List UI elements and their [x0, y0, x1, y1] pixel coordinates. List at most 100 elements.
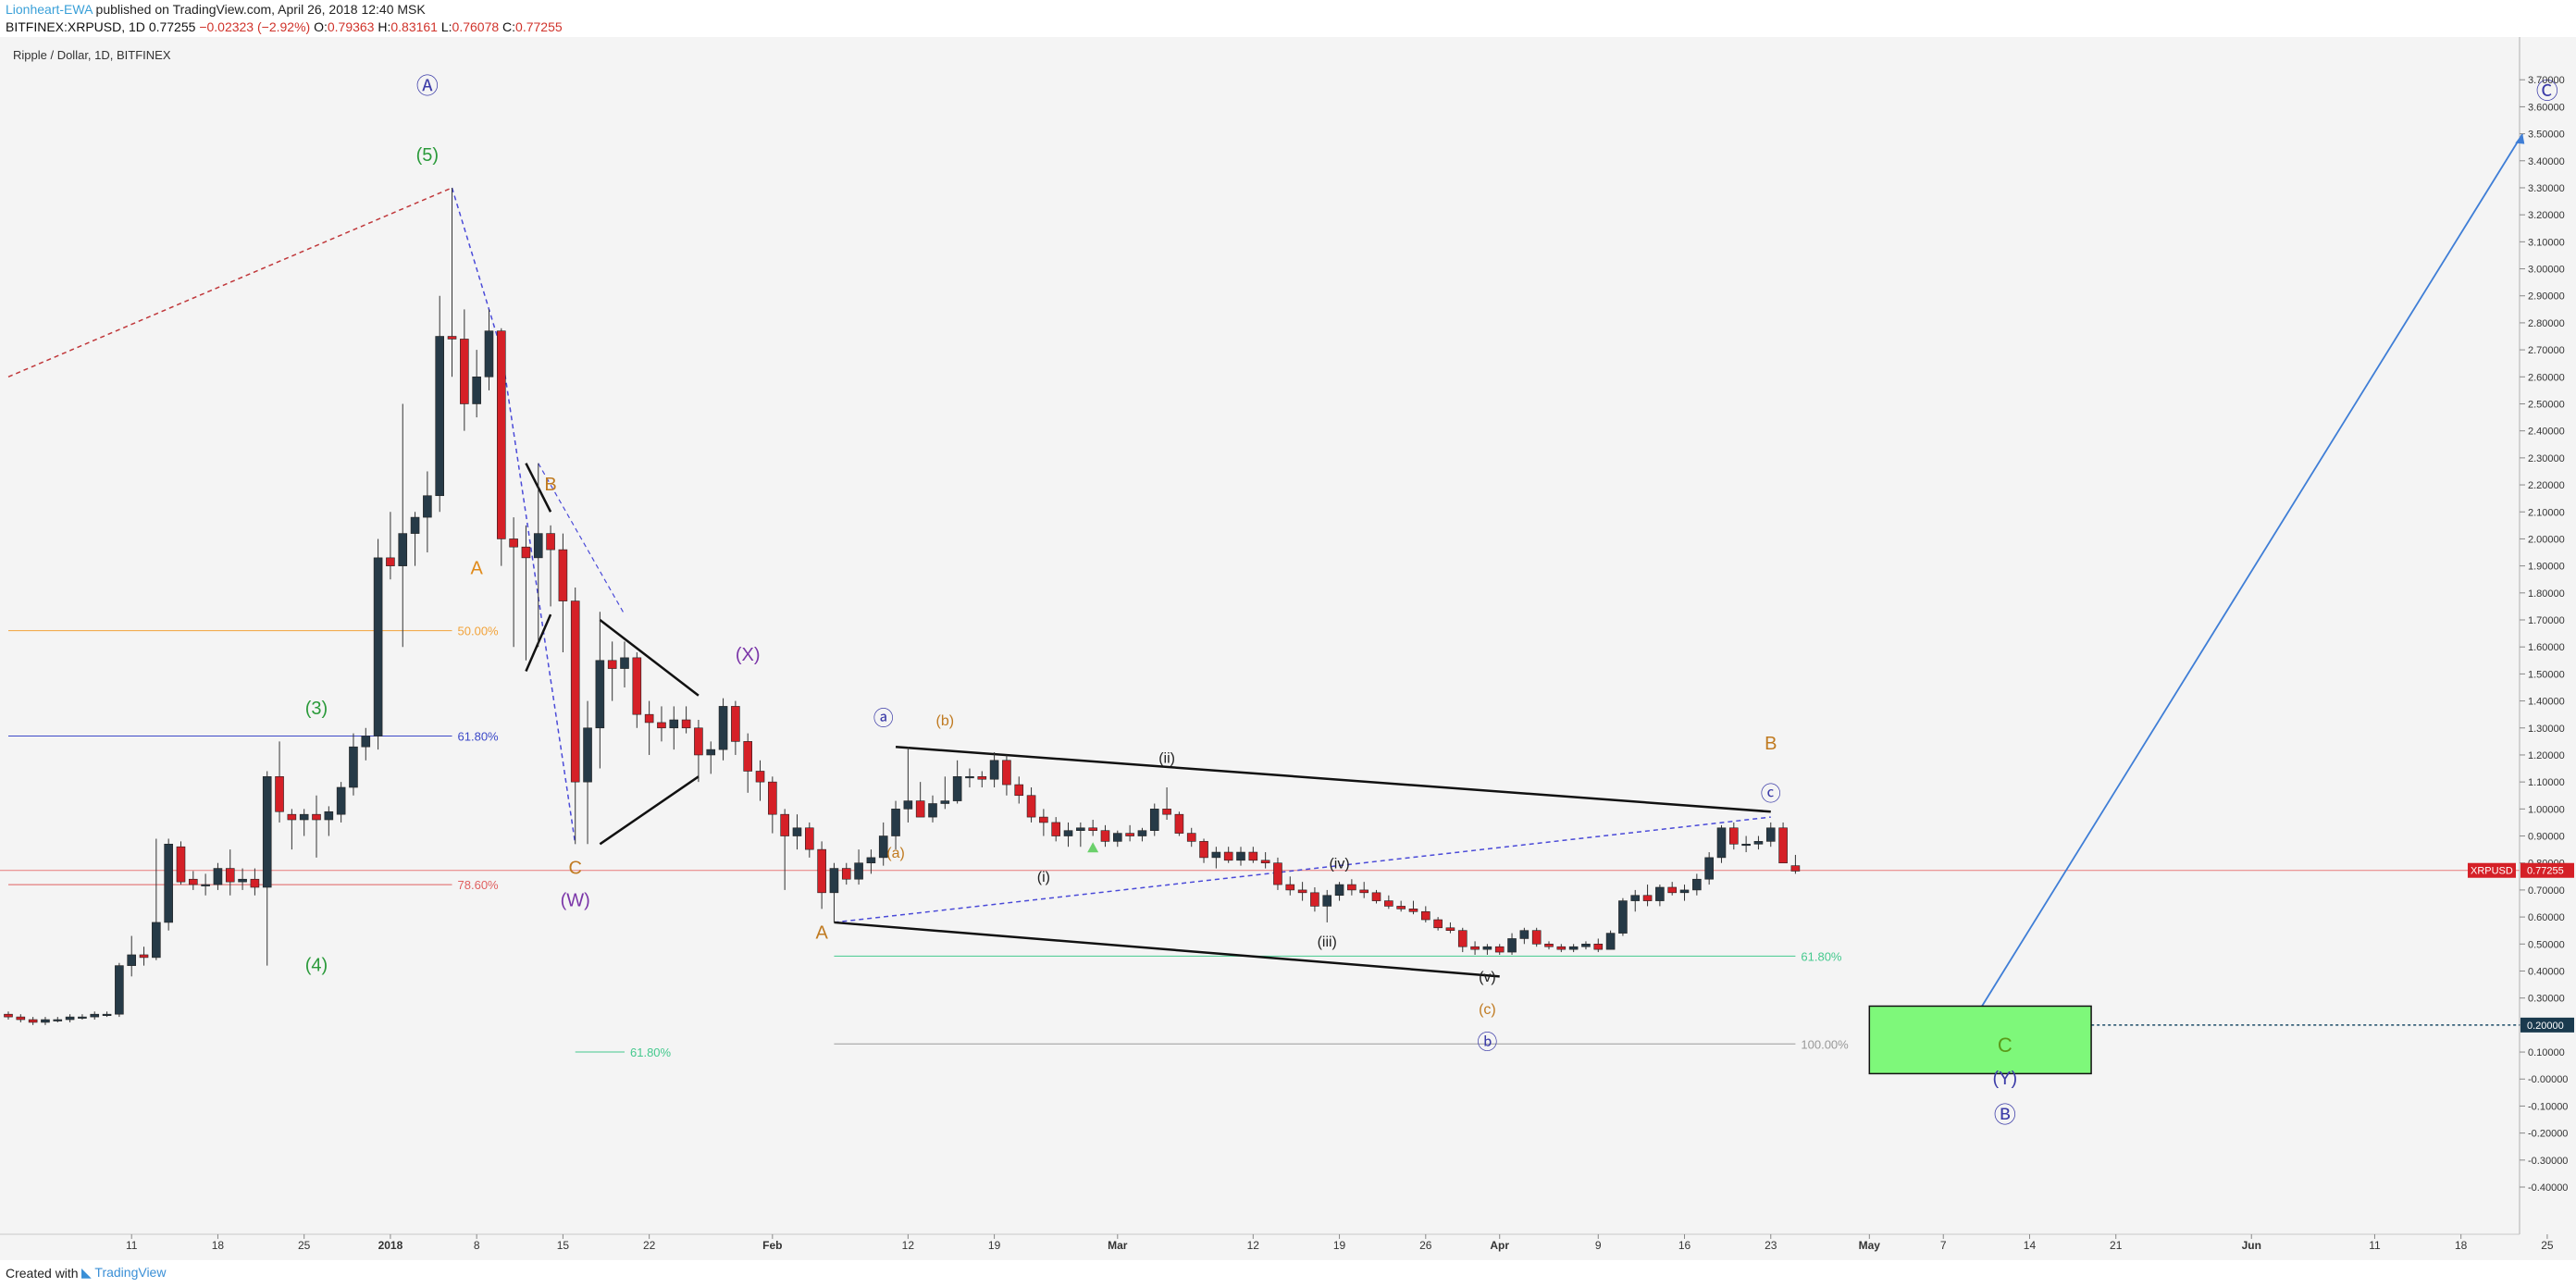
target-price-tag-value: 0.20000: [2527, 1021, 2564, 1032]
candle-body: [817, 848, 826, 894]
candle-body: [460, 339, 469, 404]
price-tick-label: 1.20000: [2528, 750, 2565, 761]
candle-body: [1716, 827, 1727, 859]
candle-body: [447, 336, 457, 340]
candle-body: [115, 965, 124, 1015]
candle-body: [657, 722, 666, 729]
price-tick-label: 2.60000: [2528, 372, 2565, 383]
price-chart[interactable]: Ripple / Dollar, 1D, BITFINEX 50.00% 61.8…: [0, 37, 2576, 1260]
candle-body: [1285, 884, 1295, 891]
candle-body: [1531, 930, 1542, 945]
candle-body: [1174, 813, 1184, 834]
tradingview-logo[interactable]: ◣ TradingView: [81, 1265, 167, 1280]
price-tick-label: 2.00000: [2528, 534, 2565, 545]
wave-label: (3): [305, 699, 328, 719]
candle-body: [1162, 809, 1171, 815]
candle-body: [1704, 857, 1714, 880]
time-tick-label: 25: [2541, 1239, 2554, 1252]
wave-label: ⓒ: [1761, 783, 1781, 806]
price-axis[interactable]: 3.70000 3.60000 3.50000 3.40000 3.30000 3.200…: [2468, 75, 2574, 1194]
candle-body: [977, 776, 987, 780]
candle-body: [373, 557, 383, 736]
candle-body: [1581, 943, 1591, 947]
candle-body: [1445, 927, 1455, 931]
candle-body: [1655, 886, 1665, 901]
candle-body: [189, 878, 198, 885]
publish-info: Lionheart-EWA published on TradingView.c…: [6, 2, 426, 17]
candle-body: [1248, 851, 1258, 861]
price-tick-label: 3.50000: [2528, 130, 2565, 141]
candle-body: [1014, 784, 1024, 797]
candle-body: [891, 809, 900, 836]
price-tick-label: 3.00000: [2528, 265, 2565, 276]
candle-body: [521, 546, 531, 559]
candle-body: [1679, 889, 1690, 894]
author-link[interactable]: Lionheart-EWA: [6, 2, 93, 17]
candle-body: [804, 827, 814, 850]
time-tick-label: 25: [298, 1239, 311, 1252]
price-tick-label: 0.60000: [2528, 912, 2565, 923]
candle-body: [681, 719, 691, 729]
candle-body: [1334, 884, 1344, 897]
candle-body: [423, 495, 432, 518]
wave-label: (a): [886, 846, 905, 861]
candle-body: [386, 557, 395, 566]
candle-body: [484, 330, 494, 377]
price-tick-label: 2.90000: [2528, 291, 2565, 303]
candle-body: [546, 533, 555, 551]
time-tick-label: 18: [212, 1239, 225, 1252]
candle-body: [287, 813, 297, 821]
candle-body: [1088, 827, 1097, 831]
candle-body: [928, 803, 937, 818]
fib-level-label: 78.60%: [458, 878, 500, 892]
price-tick-label: -0.40000: [2528, 1182, 2568, 1194]
candle-body: [1039, 816, 1048, 823]
candle-body: [607, 660, 617, 669]
price-tick-label: 1.30000: [2528, 724, 2565, 735]
price-tick-label: 1.90000: [2528, 562, 2565, 573]
signal-triangle-icon: [1087, 842, 1099, 853]
wave-label: C: [1998, 1033, 2012, 1057]
candle-body: [1692, 878, 1702, 891]
chart-header: Lionheart-EWA published on TradingView.c…: [0, 0, 2576, 37]
price-tick-label: 0.70000: [2528, 885, 2565, 897]
close-label: C:: [502, 19, 516, 34]
candle-body: [780, 813, 789, 836]
price-tick-label: 3.70000: [2528, 75, 2565, 86]
high-label: H:: [378, 19, 391, 34]
candle-body: [349, 746, 358, 788]
price-tick-label: 2.50000: [2528, 399, 2565, 410]
candle-body: [1113, 833, 1122, 842]
candle-body: [1433, 919, 1443, 929]
price-tick-label: 2.10000: [2528, 507, 2565, 518]
candle-body: [176, 846, 186, 883]
fib-level-label: 61.80%: [1801, 949, 1842, 963]
time-tick-label: 26: [1419, 1239, 1432, 1252]
candle-body: [1100, 830, 1110, 842]
candle-body: [299, 813, 309, 821]
candle-body: [1642, 895, 1653, 901]
time-axis[interactable]: 11 18 25 2018 8 15 22 Feb 12 19 Mar 12 19 26 Apr 9 16 23 M…: [126, 1234, 2554, 1252]
time-tick-label: Mar: [1108, 1239, 1128, 1252]
candle-body: [829, 868, 839, 894]
wave-label: (b): [936, 713, 955, 729]
projection-arrow-head: [2515, 133, 2525, 144]
wave-labels: Ⓐ (5) (3) (4) A B C (W) (X) ⓐ (b) (a) (i) (ii) (iii) (i…: [305, 74, 2558, 1128]
candle-body: [768, 781, 777, 815]
candle-body: [225, 868, 235, 883]
low-value: 0.76078: [452, 19, 500, 34]
candle-body: [324, 811, 334, 821]
candle-body: [1063, 830, 1073, 836]
price-tick-label: 2.40000: [2528, 427, 2565, 438]
price-tick-label: 1.50000: [2528, 669, 2565, 680]
fib-level-label: 61.80%: [630, 1046, 672, 1059]
candle-body: [632, 657, 642, 715]
time-tick-label: May: [1859, 1239, 1881, 1252]
wave-label: (iii): [1318, 934, 1337, 950]
wave-label: A: [815, 922, 828, 943]
chart-footer: Created with ◣ TradingView: [0, 1260, 2576, 1287]
candle-body: [1667, 886, 1677, 894]
last-price: 0.77255: [148, 19, 196, 34]
candle-body: [1125, 833, 1134, 836]
low-label: L:: [440, 19, 452, 34]
